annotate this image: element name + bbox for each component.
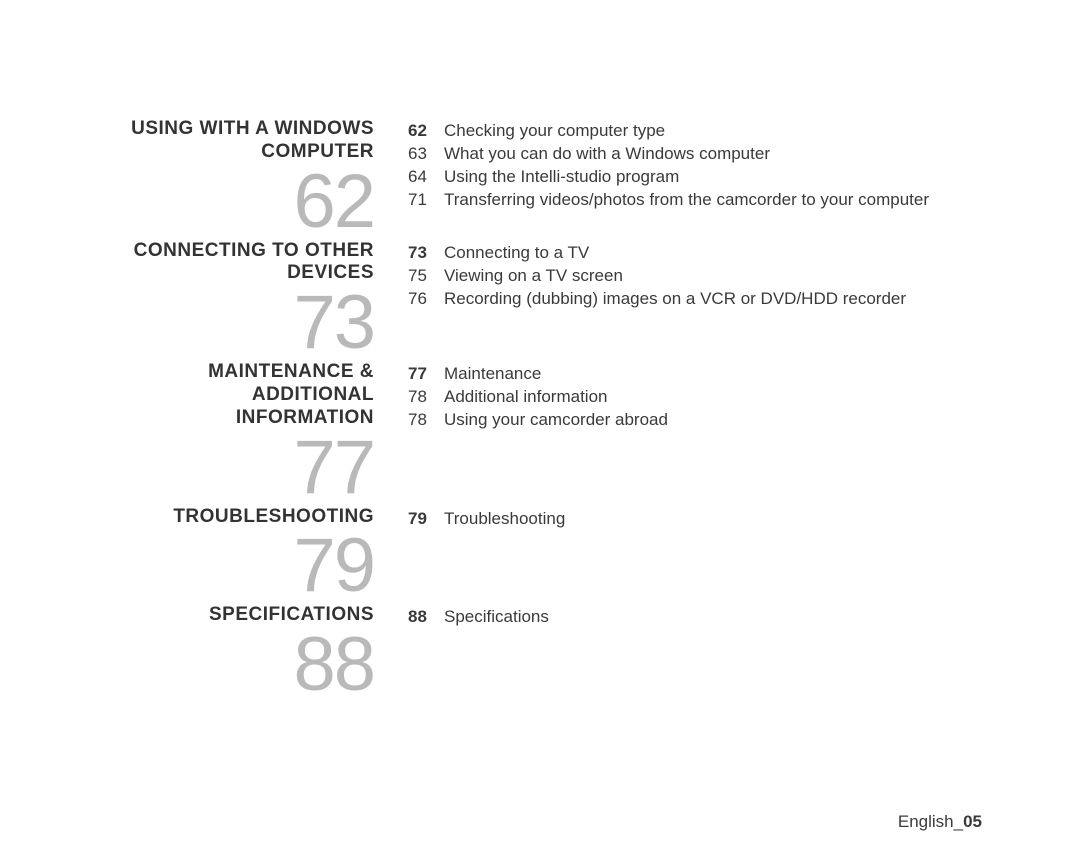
toc-item: 62Checking your computer type <box>408 120 982 142</box>
footer-label: English_ <box>898 812 963 831</box>
toc-item-text: Troubleshooting <box>444 508 982 530</box>
section-left: SPECIFICATIONS88 <box>98 604 408 703</box>
section-big-number: 73 <box>98 285 374 361</box>
section-title: CONNECTING TO OTHERDEVICES <box>98 240 374 286</box>
toc-item: 73Connecting to a TV <box>408 242 982 264</box>
toc-item: 78Additional information <box>408 386 982 408</box>
section-left: CONNECTING TO OTHERDEVICES73 <box>98 240 408 362</box>
section-title: MAINTENANCE & ADDITIONALINFORMATION <box>98 361 374 429</box>
section-title-line: USING WITH A WINDOWS <box>98 118 374 141</box>
page-footer: English_05 <box>898 812 982 832</box>
section-right: 79Troubleshooting <box>408 506 982 531</box>
section-big-number: 62 <box>98 164 374 240</box>
toc-item-page: 77 <box>408 363 444 385</box>
toc-item-page: 78 <box>408 409 444 431</box>
toc-item-page: 76 <box>408 288 444 310</box>
toc-item: 75Viewing on a TV screen <box>408 265 982 287</box>
section-big-number: 88 <box>98 627 374 703</box>
toc-item: 78Using your camcorder abroad <box>408 409 982 431</box>
toc-item: 76Recording (dubbing) images on a VCR or… <box>408 288 982 310</box>
toc-item-text: Connecting to a TV <box>444 242 982 264</box>
toc-item-text: Transferring videos/photos from the camc… <box>444 189 982 211</box>
toc-item-text: Viewing on a TV screen <box>444 265 982 287</box>
toc-item: 71Transferring videos/photos from the ca… <box>408 189 982 211</box>
toc-item-text: Using your camcorder abroad <box>444 409 982 431</box>
toc-item: 77Maintenance <box>408 363 982 385</box>
toc-item-page: 78 <box>408 386 444 408</box>
toc-item-text: Recording (dubbing) images on a VCR or D… <box>444 288 982 310</box>
section-title-line: CONNECTING TO OTHER <box>98 240 374 263</box>
toc-item-page: 62 <box>408 120 444 142</box>
toc-item-text: Checking your computer type <box>444 120 982 142</box>
toc-item-text: Additional information <box>444 386 982 408</box>
toc-item-text: Using the Intelli-studio program <box>444 166 982 188</box>
toc-item: 64Using the Intelli-studio program <box>408 166 982 188</box>
footer-page-number: 05 <box>963 812 982 831</box>
toc-page: USING WITH A WINDOWSCOMPUTER6262Checking… <box>0 0 1080 866</box>
toc-item-page: 71 <box>408 189 444 211</box>
section-left: TROUBLESHOOTING79 <box>98 506 408 605</box>
section-left: MAINTENANCE & ADDITIONALINFORMATION77 <box>98 361 408 505</box>
toc-item-text: What you can do with a Windows computer <box>444 143 982 165</box>
section-right: 88Specifications <box>408 604 982 629</box>
section-big-number: 77 <box>98 430 374 506</box>
toc-item-text: Maintenance <box>444 363 982 385</box>
section-right: 62Checking your computer type63What you … <box>408 118 982 212</box>
section-title: USING WITH A WINDOWSCOMPUTER <box>98 118 374 164</box>
toc-item-page: 75 <box>408 265 444 287</box>
toc-item: 88Specifications <box>408 606 982 628</box>
toc-item-page: 88 <box>408 606 444 628</box>
section-big-number: 79 <box>98 528 374 604</box>
toc-sections: USING WITH A WINDOWSCOMPUTER6262Checking… <box>98 118 982 703</box>
toc-section: TROUBLESHOOTING7979Troubleshooting <box>98 506 982 605</box>
section-left: USING WITH A WINDOWSCOMPUTER62 <box>98 118 408 240</box>
toc-item: 79Troubleshooting <box>408 508 982 530</box>
toc-item-page: 79 <box>408 508 444 530</box>
toc-item-page: 73 <box>408 242 444 264</box>
section-right: 73Connecting to a TV75Viewing on a TV sc… <box>408 240 982 311</box>
toc-section: MAINTENANCE & ADDITIONALINFORMATION7777M… <box>98 361 982 505</box>
toc-item-text: Specifications <box>444 606 982 628</box>
toc-item: 63What you can do with a Windows compute… <box>408 143 982 165</box>
toc-item-page: 64 <box>408 166 444 188</box>
section-title-line: MAINTENANCE & ADDITIONAL <box>98 361 374 407</box>
toc-item-page: 63 <box>408 143 444 165</box>
section-right: 77Maintenance78Additional information78U… <box>408 361 982 432</box>
toc-section: SPECIFICATIONS8888Specifications <box>98 604 982 703</box>
toc-section: CONNECTING TO OTHERDEVICES7373Connecting… <box>98 240 982 362</box>
toc-section: USING WITH A WINDOWSCOMPUTER6262Checking… <box>98 118 982 240</box>
